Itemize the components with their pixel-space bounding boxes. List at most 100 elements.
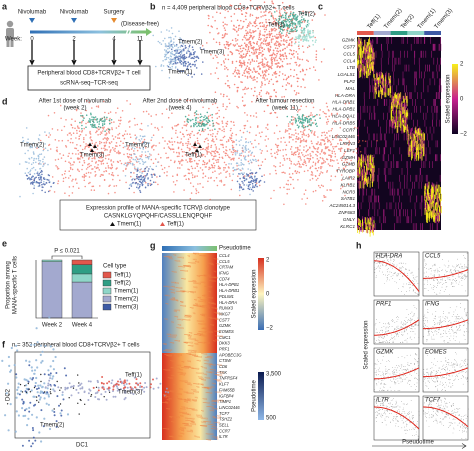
gene-label: KLRC1 xyxy=(340,224,355,229)
view-title: After tumour resection xyxy=(255,99,314,105)
legend-swatch xyxy=(102,271,112,279)
person-icon xyxy=(6,20,14,47)
cluster-label: Teff(2) xyxy=(298,12,315,18)
point-cloud xyxy=(18,127,51,198)
point-cloud xyxy=(152,27,190,79)
legend-swatch xyxy=(102,287,112,295)
legend-label: Tmem(2) xyxy=(114,297,138,303)
gene-label: CCR7 xyxy=(219,428,231,433)
point-cloud xyxy=(1,316,70,443)
colorbar-c xyxy=(452,64,458,134)
trend-curve xyxy=(374,367,420,380)
gene-label: PRF1 xyxy=(219,347,229,352)
trend-curve xyxy=(423,319,469,330)
colorbar-title: Scaled expression xyxy=(446,74,452,123)
subplot-frame xyxy=(373,251,420,297)
clonotype-box xyxy=(59,199,257,231)
pseudotime-bar xyxy=(258,372,264,420)
trend-curve xyxy=(423,406,469,428)
panel-title: n = 4,409 peripheral blood CD8+TCRVβ2+ T… xyxy=(162,6,294,12)
legend-marker xyxy=(160,222,165,226)
gene-label: LINC02446 xyxy=(332,134,356,139)
point-cloud xyxy=(92,376,154,392)
subplot-title: CCL5 xyxy=(425,254,441,260)
point-cloud xyxy=(374,353,420,391)
point-cloud xyxy=(374,305,420,343)
x-tick-label: Week 2 xyxy=(42,323,63,329)
cluster-label: Tmem(2) xyxy=(20,143,44,149)
point-cloud xyxy=(148,95,273,201)
bar-segment xyxy=(41,261,63,319)
legend-label: Tmem(3) xyxy=(114,305,138,311)
gene-label: FAM65B xyxy=(219,387,235,392)
gene-label: LTB xyxy=(347,65,355,70)
point-cloud xyxy=(44,376,170,401)
axis-label: DC1 xyxy=(76,443,89,449)
view-title: (week 2) xyxy=(63,106,86,112)
gene-label: MAL xyxy=(346,86,356,91)
pseudotime-arrow xyxy=(372,443,467,449)
gene-label: TIMP1 xyxy=(219,399,231,404)
event-label: Nivolumab xyxy=(60,10,89,16)
gene-label: KLRB1 xyxy=(340,182,355,187)
legend-swatch xyxy=(102,279,112,287)
subplot-title: TCF7 xyxy=(425,398,441,404)
panel-letter: f xyxy=(2,339,6,349)
subplot-title: EOMES xyxy=(425,350,447,356)
gene-label: PDLIM1 xyxy=(219,294,234,299)
panel-letter: e xyxy=(2,238,7,248)
cluster-label: Tmem(1) xyxy=(168,70,192,76)
week-caption: Week: xyxy=(5,37,22,43)
p-value: P ≤ 0.021 xyxy=(54,249,80,255)
cluster-label: Tmem(2) xyxy=(40,423,64,429)
subplot-title: HLA-DRA xyxy=(376,254,402,260)
box-line: scRNA-seq–TCR-seq xyxy=(60,81,118,87)
box-line: Peripheral blood CD8+TCRVβ2+ T cell xyxy=(37,71,140,77)
colorbar-tick: 0 xyxy=(460,97,464,103)
point-cloud xyxy=(423,253,469,295)
heatmap-g-top xyxy=(162,253,217,353)
colorbar-tick: 500 xyxy=(266,416,277,422)
colorbar-tick: 3,500 xyxy=(266,372,282,378)
subplot-frame xyxy=(422,347,469,393)
legend-title: Cell type xyxy=(103,264,127,270)
method-box xyxy=(27,65,151,91)
panel-letter: h xyxy=(356,240,362,250)
cluster-label: Teff(1) xyxy=(125,373,142,379)
cluster-label: Tmem(2) xyxy=(125,143,149,149)
column-label: Teff(2) xyxy=(400,13,415,30)
gene-label: ZNF683 xyxy=(337,210,355,215)
cluster-label: Tmem(2) xyxy=(178,40,202,46)
gene-label: HLA-DPB1 xyxy=(333,107,356,112)
subplot-title: IFNG xyxy=(425,302,440,308)
gene-label: HLA-DRA xyxy=(335,93,355,98)
legend-label: Teff(1) xyxy=(167,222,184,228)
gene-label: CCL5 xyxy=(219,259,230,264)
legend-label: Teff(1) xyxy=(114,273,131,279)
gene-label: HLA-DQA1 xyxy=(332,113,355,118)
column-bar xyxy=(424,31,441,35)
event-marker xyxy=(111,18,117,23)
gene-label: CRTAM xyxy=(219,265,234,270)
subplot-frame xyxy=(373,347,420,393)
gene-label: IGFBP4 xyxy=(219,393,234,398)
gene-label: CCL4 xyxy=(343,58,355,63)
point-cloud xyxy=(286,113,321,132)
gene-label: HLA-DRA xyxy=(219,300,237,305)
gene-label: RUNX3 xyxy=(219,306,234,311)
x-tick-label: Week 4 xyxy=(72,323,93,329)
gene-label: CTSW xyxy=(219,358,232,363)
gene-label: SELL xyxy=(219,422,229,427)
gene-label: GZMH xyxy=(341,155,355,160)
gene-label: TSHZ2 xyxy=(219,417,233,422)
gene-label: LEF1 xyxy=(344,148,355,153)
gene-label: TNFRSF4 xyxy=(219,376,238,381)
point-cloud xyxy=(184,110,216,132)
event-label: Nivolumab xyxy=(18,10,47,16)
gene-label: AC245014.3 xyxy=(328,203,355,208)
colorbar-title: Scaled expression xyxy=(252,269,258,318)
event-label: Surgery xyxy=(103,10,124,16)
panel-letter: g xyxy=(150,240,156,250)
subplot-frame xyxy=(373,395,420,441)
bar-segment xyxy=(71,281,93,319)
